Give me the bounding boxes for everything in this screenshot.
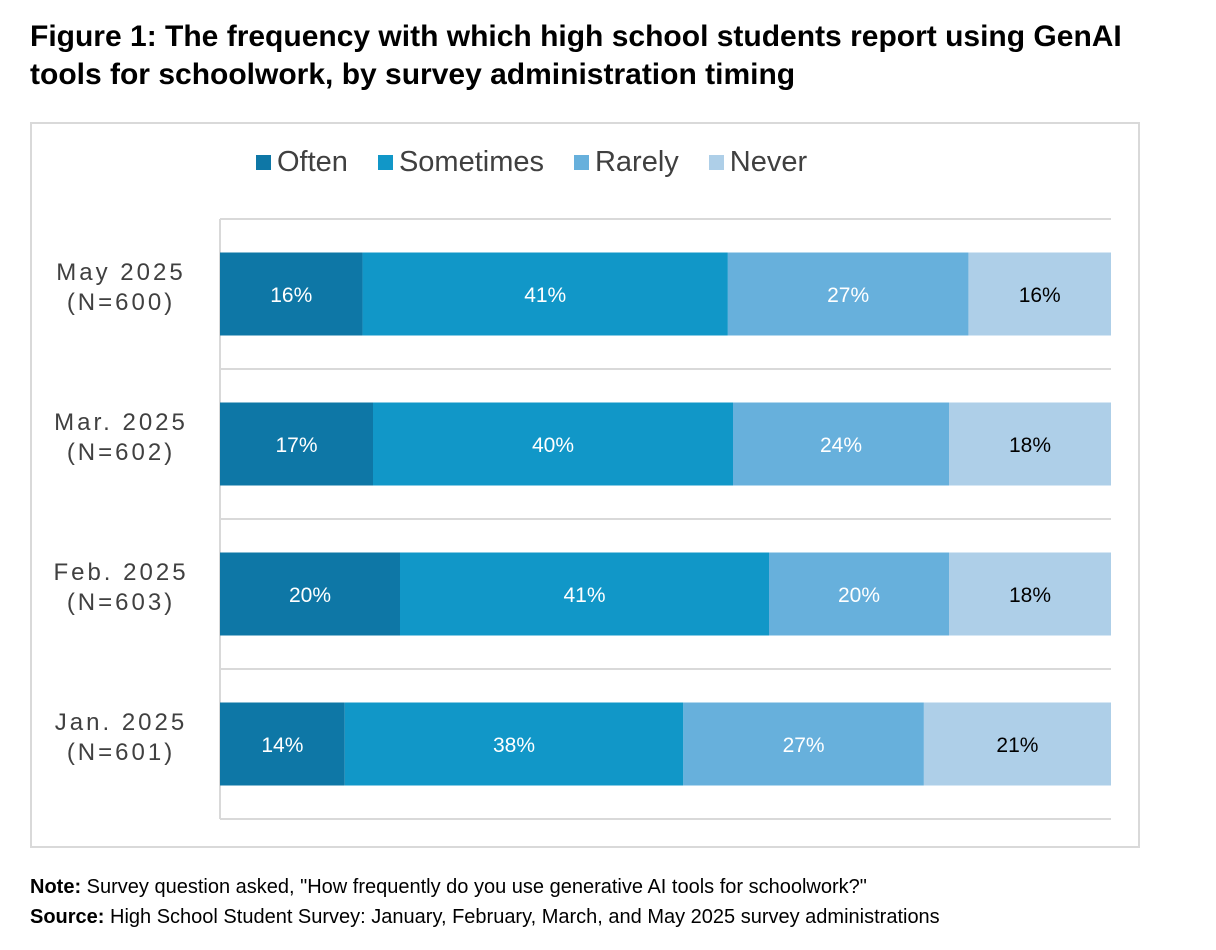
bar-segment-often bbox=[220, 702, 345, 786]
bar-segment-never bbox=[949, 552, 1111, 636]
data-label-rarely: 20% bbox=[838, 584, 880, 607]
source-line: Source: High School Student Survey: Janu… bbox=[30, 902, 940, 932]
data-label-rarely: 24% bbox=[820, 434, 862, 457]
category-label-line: May 2025 bbox=[56, 259, 185, 286]
bar-segment-rarely bbox=[727, 252, 969, 336]
figure-title: Figure 1: The frequency with which high … bbox=[30, 18, 1200, 94]
figure-title-text: The frequency with which high school stu… bbox=[30, 20, 1122, 91]
data-label-often: 16% bbox=[270, 284, 312, 307]
data-label-often: 20% bbox=[289, 584, 331, 607]
bar-segment-sometimes bbox=[373, 402, 733, 486]
bar-segment-often bbox=[220, 252, 363, 336]
category-label: May 2025 (N=600) bbox=[56, 259, 185, 316]
legend-item-often: Often bbox=[256, 146, 348, 179]
category-label: Jan. 2025 (N=601) bbox=[55, 709, 187, 766]
figure-label: Figure 1: bbox=[30, 20, 157, 53]
data-label-never: 16% bbox=[1019, 284, 1061, 307]
legend-label-often: Often bbox=[277, 146, 348, 178]
legend-swatch-sometimes bbox=[377, 155, 393, 170]
bar-segment-sometimes bbox=[362, 252, 728, 336]
data-label-sometimes: 41% bbox=[524, 284, 566, 307]
bar-segment-never bbox=[949, 402, 1111, 486]
bar-segment-rarely bbox=[733, 402, 949, 486]
category-label-line: Jan. 2025 bbox=[55, 709, 187, 736]
data-label-rarely: 27% bbox=[827, 284, 869, 307]
legend-label-sometimes: Sometimes bbox=[398, 146, 544, 178]
category-label-line: Mar. 2025 bbox=[54, 409, 188, 436]
bar-segment-rarely bbox=[683, 702, 924, 786]
bar-segment-rarely bbox=[769, 552, 949, 636]
category-label-line: Feb. 2025 bbox=[53, 559, 188, 586]
chart-legend: Often Sometimes Rarely Never bbox=[256, 146, 837, 179]
legend-swatch-never bbox=[708, 155, 724, 170]
legend-swatch-often bbox=[256, 155, 271, 170]
category-label-line: (N=602) bbox=[67, 439, 175, 466]
data-label-never: 21% bbox=[996, 734, 1038, 757]
category-label-line: (N=603) bbox=[67, 589, 175, 616]
legend-item-sometimes: Sometimes bbox=[377, 146, 544, 179]
bar-segment-never bbox=[923, 702, 1111, 786]
data-label-never: 18% bbox=[1009, 434, 1051, 457]
category-label-line: (N=601) bbox=[67, 739, 175, 766]
data-label-sometimes: 41% bbox=[563, 584, 605, 607]
bar-segment-sometimes bbox=[400, 552, 769, 636]
bar-segment-often bbox=[220, 402, 373, 486]
bar-segment-never bbox=[968, 252, 1111, 336]
bar-segment-often bbox=[220, 552, 400, 636]
source-text: High School Student Survey: January, Feb… bbox=[104, 906, 940, 928]
note-text: Survey question asked, "How frequently d… bbox=[81, 876, 867, 898]
source-label: Source: bbox=[30, 906, 105, 928]
legend-swatch-rarely bbox=[573, 155, 589, 170]
legend-item-never: Never bbox=[708, 146, 808, 179]
category-label-line: (N=600) bbox=[67, 289, 175, 316]
data-label-never: 18% bbox=[1009, 584, 1051, 607]
legend-label-rarely: Rarely bbox=[594, 146, 679, 178]
note-line: Note: Survey question asked, "How freque… bbox=[30, 872, 940, 902]
category-label: Mar. 2025 (N=602) bbox=[54, 409, 188, 466]
data-label-often: 17% bbox=[275, 434, 317, 457]
note-label: Note: bbox=[30, 876, 82, 898]
category-label: Feb. 2025 (N=603) bbox=[53, 559, 188, 616]
data-label-sometimes: 38% bbox=[493, 734, 535, 757]
bar-segment-sometimes bbox=[344, 702, 684, 786]
legend-item-rarely: Rarely bbox=[573, 146, 679, 179]
footnotes: Note: Survey question asked, "How freque… bbox=[30, 872, 940, 932]
legend-label-never: Never bbox=[729, 146, 808, 178]
data-label-often: 14% bbox=[261, 734, 303, 757]
data-label-sometimes: 40% bbox=[532, 434, 574, 457]
data-label-rarely: 27% bbox=[783, 734, 825, 757]
